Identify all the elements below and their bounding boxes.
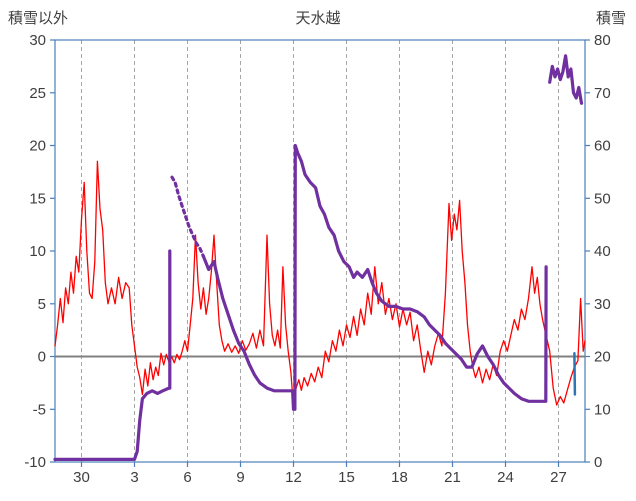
right-tick-label: 70: [594, 85, 611, 102]
right-tick-label: 30: [594, 296, 611, 313]
x-tick-label: 15: [338, 469, 355, 486]
left-tick-label: 20: [29, 138, 46, 155]
series-snowfall-segment: [573, 352, 577, 396]
left-tick-label: 10: [29, 243, 46, 260]
series-snow-depth: [53, 249, 172, 461]
right-tick-label: 40: [594, 243, 611, 260]
series-snow-depth: [548, 54, 584, 105]
x-tick-label: 30: [73, 469, 90, 486]
x-tick-label: 24: [497, 469, 514, 486]
x-tick-label: 21: [444, 469, 461, 486]
chart-title: 天水越: [295, 10, 341, 27]
x-tick-label: 9: [236, 469, 244, 486]
plot-border: [54, 39, 586, 463]
left-tick-label: 15: [29, 190, 46, 207]
right-axis-title: 積雪: [595, 10, 626, 27]
series-snow-depth: [170, 175, 205, 258]
right-tick-label: 50: [594, 190, 611, 207]
x-tick-label: 3: [130, 469, 138, 486]
left-tick-label: -5: [33, 401, 46, 418]
right-tick-label: 60: [594, 138, 611, 155]
x-tick-label: 6: [183, 469, 191, 486]
left-tick-label: -10: [24, 454, 46, 471]
x-tick-label: 12: [285, 469, 302, 486]
series-snow-depth: [201, 143, 548, 411]
plot-area: 30 3 6 9 12 15 18 21 24 27302520151050-5-10807060…: [24, 32, 610, 486]
right-tick-label: 0: [594, 454, 602, 471]
right-tick-label: 80: [594, 32, 611, 49]
left-axis-title: 積雪以外: [8, 10, 69, 27]
series-temperature: [54, 160, 586, 408]
x-tick-label: 18: [391, 469, 408, 486]
left-tick-label: 5: [38, 296, 46, 313]
right-tick-label: 20: [594, 349, 611, 366]
left-tick-label: 25: [29, 85, 46, 102]
left-tick-label: 30: [29, 32, 46, 49]
left-tick-label: 0: [38, 349, 46, 366]
x-tick-label: 27: [550, 469, 567, 486]
right-tick-label: 10: [594, 401, 611, 418]
